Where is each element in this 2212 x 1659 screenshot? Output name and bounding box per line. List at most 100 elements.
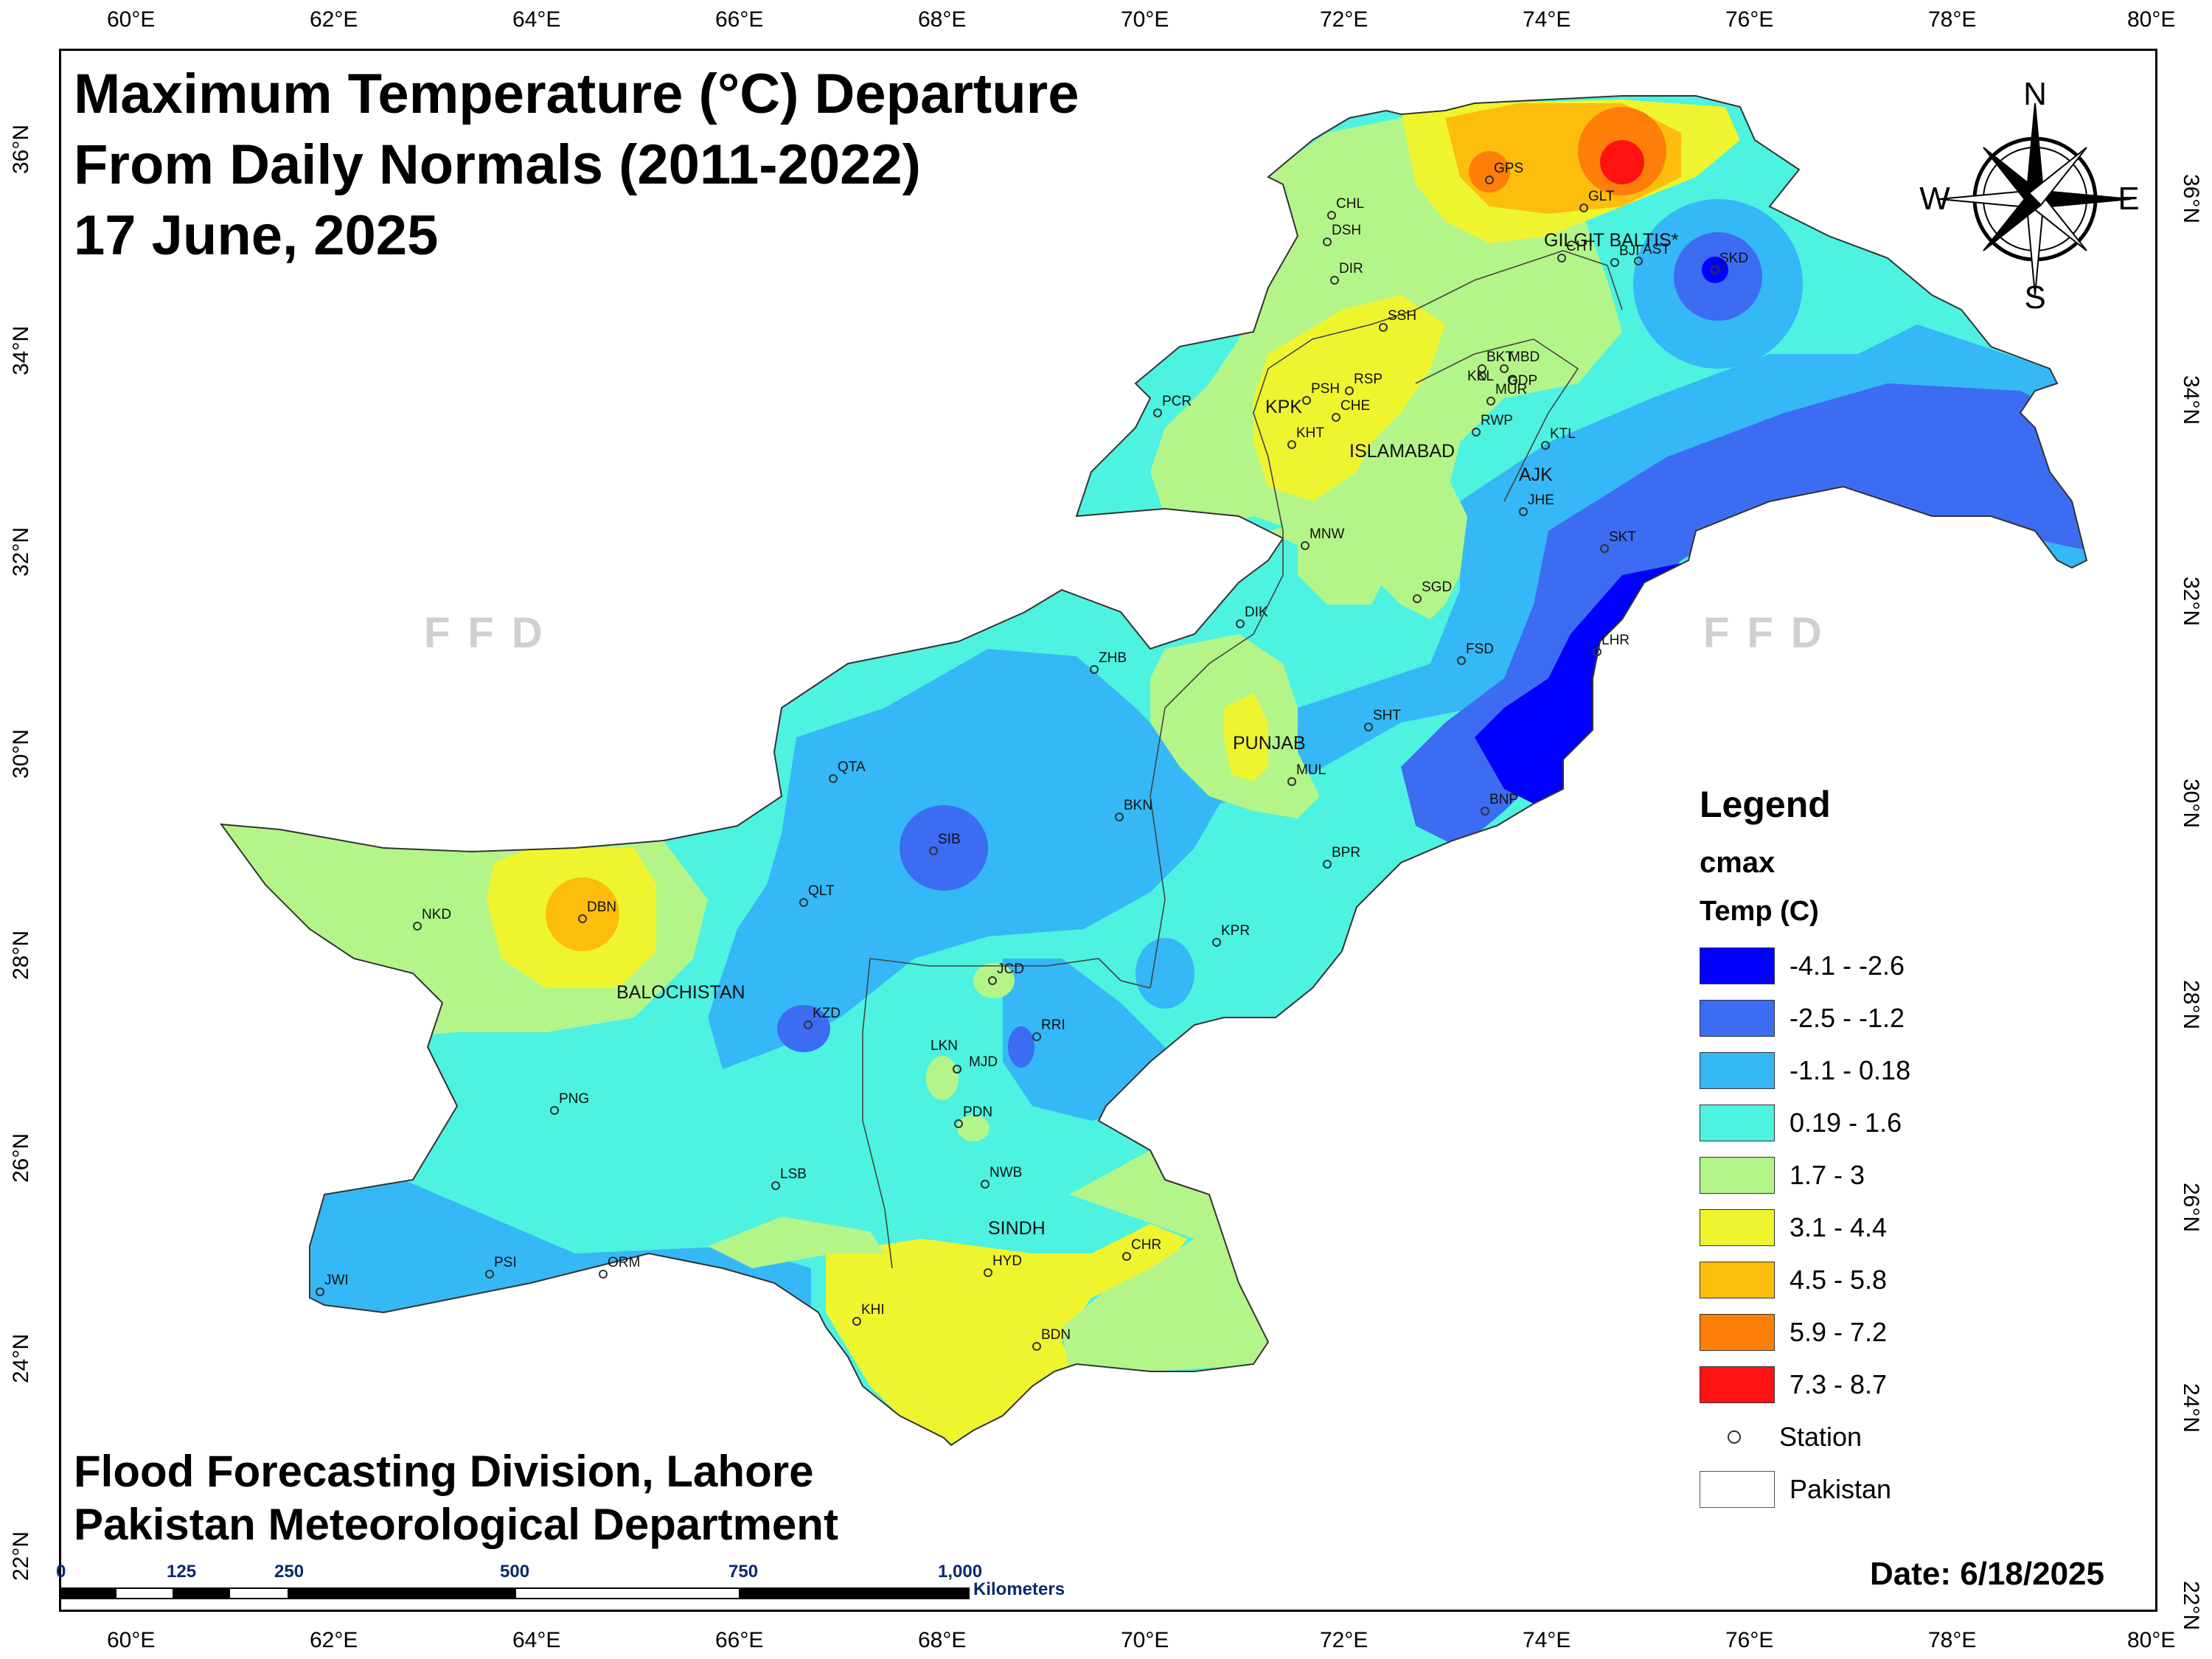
longitude-tick: 80°E bbox=[2127, 7, 2176, 32]
zone-1-7-3-sgd bbox=[1268, 472, 1467, 619]
legend-class-row: -4.1 - -2.6 bbox=[1700, 939, 1994, 992]
scale-tick-label: 500 bbox=[500, 1562, 530, 1582]
station-marker-mul bbox=[1287, 777, 1296, 786]
boundary-swatch bbox=[1700, 1470, 1775, 1508]
legend-class-row: 7.3 - 8.7 bbox=[1700, 1358, 1994, 1411]
legend-swatch bbox=[1700, 1313, 1775, 1351]
station-marker-psi bbox=[485, 1270, 494, 1279]
station-label-lhr: LHR bbox=[1601, 633, 1630, 648]
longitude-tick: 78°E bbox=[1928, 1628, 1977, 1652]
station-label-sgd: SGD bbox=[1422, 580, 1452, 595]
station-label-ktl: KTL bbox=[1550, 426, 1576, 442]
longitude-tick: 66°E bbox=[715, 1628, 764, 1652]
longitude-tick: 72°E bbox=[1320, 1628, 1368, 1652]
longitude-tick: 68°E bbox=[918, 1628, 967, 1652]
station-marker-bji bbox=[1610, 258, 1619, 267]
scale-tick-label: 750 bbox=[728, 1562, 759, 1582]
station-label-mbd: MBD bbox=[1509, 349, 1540, 365]
station-label-chr: CHR bbox=[1131, 1237, 1161, 1253]
station-label-lkn: LKN bbox=[931, 1038, 958, 1054]
station-label-jcd: JCD bbox=[997, 961, 1024, 977]
scale-tick-label: 125 bbox=[167, 1562, 197, 1582]
station-label-kpr: KPR bbox=[1221, 923, 1250, 939]
station-label-dir: DIR bbox=[1339, 261, 1363, 276]
station-marker-dbn bbox=[578, 914, 587, 923]
legend-swatch bbox=[1700, 1366, 1775, 1403]
title-line-2: From Daily Normals (2011-2022) bbox=[74, 133, 921, 196]
compass-s: S bbox=[2024, 279, 2045, 316]
legend-class-label: 5.9 - 7.2 bbox=[1790, 1316, 1888, 1347]
station-label-jwi: JWI bbox=[324, 1273, 349, 1288]
station-marker-skt bbox=[1600, 544, 1609, 553]
station-label-chl: CHL bbox=[1336, 196, 1364, 212]
compass-w: W bbox=[1919, 181, 1950, 217]
legend-swatch bbox=[1700, 1156, 1775, 1194]
longitude-tick: 74°E bbox=[1523, 7, 1571, 32]
longitude-tick: 70°E bbox=[1121, 1628, 1169, 1652]
watermark-right: FFD bbox=[1703, 609, 1840, 657]
station-label-zhb: ZHB bbox=[1099, 650, 1127, 666]
station-marker-chl bbox=[1327, 211, 1336, 220]
longitude-tick: 72°E bbox=[1320, 7, 1368, 32]
longitude-tick: 64°E bbox=[512, 7, 561, 32]
station-label-qta: QTA bbox=[838, 759, 866, 775]
station-label-psh: PSH bbox=[1311, 381, 1340, 397]
station-label-mnw: MNW bbox=[1310, 526, 1345, 542]
zone-7-3-8-7-glt bbox=[1600, 140, 1644, 184]
legend-class-row: 5.9 - 7.2 bbox=[1700, 1306, 1994, 1358]
station-marker-khi bbox=[852, 1317, 861, 1326]
station-marker-zhb bbox=[1090, 665, 1099, 674]
station-label-ssh: SSH bbox=[1388, 308, 1416, 324]
longitude-tick: 66°E bbox=[715, 7, 764, 32]
legend-title: Legend bbox=[1700, 784, 1831, 825]
map-date: Date: 6/18/2025 bbox=[1870, 1556, 2104, 1592]
station-marker-fsd bbox=[1457, 656, 1466, 665]
station-label-hyd: HYD bbox=[992, 1253, 1022, 1269]
station-label-nkd: NKD bbox=[422, 907, 451, 922]
station-label-kkl: KKL bbox=[1467, 369, 1494, 384]
longitude-tick: 78°E bbox=[1928, 7, 1977, 32]
station-label-jhe: JHE bbox=[1528, 493, 1554, 508]
legend-class-row: 3.1 - 4.4 bbox=[1700, 1201, 1994, 1253]
longitude-tick: 80°E bbox=[2127, 1628, 2176, 1652]
station-marker-chr bbox=[1122, 1252, 1131, 1261]
longitude-tick: 70°E bbox=[1121, 7, 1169, 32]
zone-1-7-3-sindh-west bbox=[708, 1217, 885, 1268]
station-marker-lsb bbox=[771, 1181, 780, 1190]
compass-rose-icon: N S W E bbox=[1919, 76, 2138, 316]
station-label-bpr: BPR bbox=[1332, 845, 1360, 860]
legend-swatch bbox=[1700, 1104, 1775, 1141]
station-marker-kht bbox=[1287, 440, 1296, 449]
station-label-bnp: BNP bbox=[1489, 792, 1518, 807]
station-marker-cht bbox=[1557, 254, 1566, 262]
station-marker-qta bbox=[829, 774, 838, 783]
legend-swatch bbox=[1700, 1261, 1775, 1298]
station-label-ast: AST bbox=[1643, 242, 1670, 257]
longitude-tick: 60°E bbox=[107, 1628, 156, 1652]
station-label-pdn: PDN bbox=[963, 1105, 992, 1120]
station-marker-hyd bbox=[984, 1268, 992, 1277]
legend: Legend cmax Temp (C) -4.1 - -2.6 -2.5 - -… bbox=[1700, 783, 1994, 1515]
credits-line-1: Flood Forecasting Division, Lahore bbox=[74, 1447, 814, 1496]
station-marker-kzd bbox=[804, 1020, 813, 1029]
longitude-tick: 62°E bbox=[310, 7, 358, 32]
scale-tick-label: 0 bbox=[56, 1562, 66, 1582]
region-label: GILGIT BALTIS* bbox=[1544, 230, 1679, 251]
longitude-tick: 60°E bbox=[107, 7, 156, 32]
legend-class-label: -2.5 - -1.2 bbox=[1790, 1002, 1905, 1033]
station-marker-bkn bbox=[1115, 813, 1124, 821]
station-label-skd: SKD bbox=[1719, 251, 1748, 266]
watermark-left: FFD bbox=[424, 609, 560, 657]
station-marker-bnp bbox=[1481, 807, 1489, 815]
station-marker-dsh bbox=[1323, 237, 1332, 246]
region-label: AJK bbox=[1519, 465, 1553, 485]
station-label-rri: RRI bbox=[1041, 1018, 1065, 1033]
station-label-bkn: BKN bbox=[1124, 798, 1152, 813]
scale-bar bbox=[59, 1587, 970, 1599]
station-label-qlt: QLT bbox=[808, 883, 835, 899]
zone-3-1-4-4-punjab bbox=[1224, 693, 1268, 782]
legend-class-row: -2.5 - -1.2 bbox=[1700, 992, 1994, 1044]
region-label: PUNJAB bbox=[1233, 733, 1306, 754]
station-marker-sib bbox=[929, 846, 938, 855]
station-label-rsp: RSP bbox=[1354, 372, 1382, 387]
